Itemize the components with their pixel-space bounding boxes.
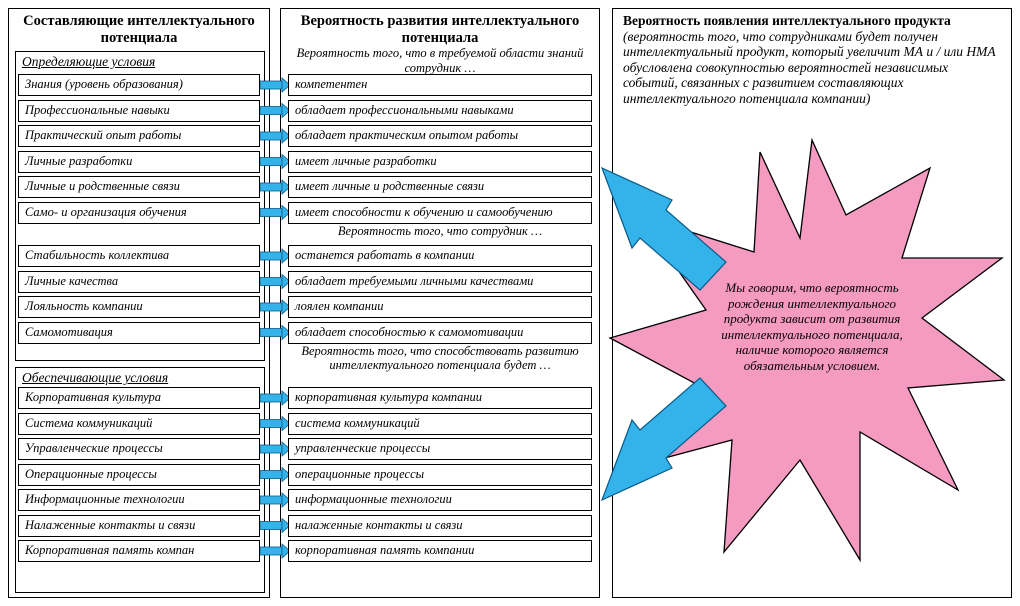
mid-g1-item-0: компетентен bbox=[288, 74, 592, 96]
left-g2-item-2: Лояльность компании bbox=[18, 296, 260, 318]
mid-g2-item-0: останется работать в компании bbox=[288, 245, 592, 267]
mid-g2-item-2: лоялен компании bbox=[288, 296, 592, 318]
left-g3-item-6: Корпоративная память компан bbox=[18, 540, 260, 562]
mid-note-2: Вероятность того, что сотрудник … bbox=[288, 225, 592, 239]
mid-g1-item-3: имеет личные разработки bbox=[288, 151, 592, 173]
mid-g1-item-2: обладает практическим опытом работы bbox=[288, 125, 592, 147]
panel-right-sub: (вероятность того, что сотрудниками буде… bbox=[623, 29, 996, 106]
mid-g3-item-5: налаженные контакты и связи bbox=[288, 515, 592, 537]
mid-g3-item-1: система коммуникаций bbox=[288, 413, 592, 435]
left-g3-item-5: Налаженные контакты и связи bbox=[18, 515, 260, 537]
mid-g2-item-3: обладает способностью к самомотивации bbox=[288, 322, 592, 344]
left-g3-item-3: Операционные процессы bbox=[18, 464, 260, 486]
section-defining-title: Определяющие условия bbox=[16, 52, 264, 72]
left-g1-item-4: Личные и родственные связи bbox=[18, 176, 260, 198]
panel-middle-sub1: Вероятность того, что в требуемой област… bbox=[281, 46, 599, 77]
left-g2-item-1: Личные качества bbox=[18, 271, 260, 293]
panel-right-text: Вероятность появления интеллектуального … bbox=[613, 9, 1011, 108]
star-center-text: Мы говорим, что вероятность рождения инт… bbox=[712, 280, 912, 374]
mid-g1-item-5: имеет способности к обучению и самообуче… bbox=[288, 202, 592, 224]
left-g3-item-2: Управленческие процессы bbox=[18, 438, 260, 460]
left-g2-item-0: Стабильность коллектива bbox=[18, 245, 260, 267]
left-g1-item-0: Знания (уровень образования) bbox=[18, 74, 260, 96]
section-supporting-title: Обеспечивающие условия bbox=[16, 368, 264, 388]
mid-g3-item-0: корпоративная культура компании bbox=[288, 387, 592, 409]
panel-left-title: Составляющие интеллектуального потенциал… bbox=[9, 9, 269, 46]
left-g3-item-1: Система коммуникаций bbox=[18, 413, 260, 435]
left-g1-item-2: Практический опыт работы bbox=[18, 125, 260, 147]
mid-g1-item-4: имеет личные и родственные связи bbox=[288, 176, 592, 198]
panel-middle-title: Вероятность развития интеллектуального п… bbox=[281, 9, 599, 46]
mid-g3-item-4: информационные технологии bbox=[288, 489, 592, 511]
mid-g3-item-3: операционные процессы bbox=[288, 464, 592, 486]
mid-g3-item-2: управленческие процессы bbox=[288, 438, 592, 460]
left-g2-item-3: Самомотивация bbox=[18, 322, 260, 344]
mid-g2-item-1: обладает требуемыми личными качествами bbox=[288, 271, 592, 293]
left-g1-item-3: Личные разработки bbox=[18, 151, 260, 173]
left-g1-item-1: Профессиональные навыки bbox=[18, 100, 260, 122]
diagram-root: Составляющие интеллектуального потенциал… bbox=[0, 0, 1020, 606]
mid-note-3: Вероятность того, что способствовать раз… bbox=[288, 345, 592, 373]
mid-g3-item-6: корпоративная память компании bbox=[288, 540, 592, 562]
panel-right-title: Вероятность появления интеллектуального … bbox=[623, 13, 951, 28]
left-g1-item-5: Само- и организация обучения bbox=[18, 202, 260, 224]
left-g3-item-4: Информационные технологии bbox=[18, 489, 260, 511]
left-g3-item-0: Корпоративная культура bbox=[18, 387, 260, 409]
mid-g1-item-1: обладает профессиональными навыками bbox=[288, 100, 592, 122]
